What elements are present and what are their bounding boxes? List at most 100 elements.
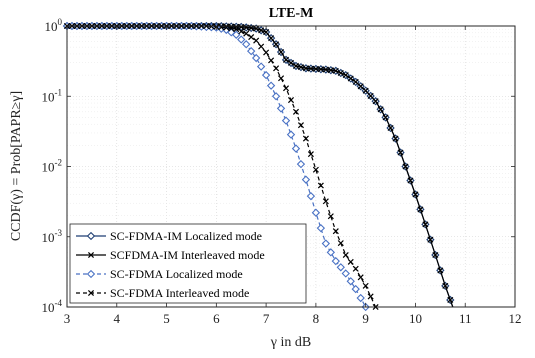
data-point-x [317,182,324,189]
data-point-x [263,49,270,56]
x-tick-label: 9 [362,311,369,326]
data-point-diamond [351,284,360,294]
data-point-x [258,43,265,50]
y-tick-label: 10-2 [42,158,63,175]
data-point-diamond [86,269,96,279]
data-point-diamond [316,223,326,233]
data-point-x [387,124,394,131]
data-point-diamond [276,104,286,113]
data-point-x [243,30,250,37]
data-point-x [427,236,434,243]
data-point-diamond [251,53,261,63]
data-point-diamond [356,293,365,303]
data-point-x [218,24,225,31]
data-point-x [332,228,339,235]
chart-title: LTE-M [269,6,314,21]
y-tick-label: 10-4 [42,298,63,315]
data-point-diamond [237,35,246,44]
data-point-x [263,29,270,36]
data-point-x [397,149,404,156]
data-point-diamond [311,208,321,217]
data-point-x [352,78,359,85]
data-point-x [268,35,275,42]
data-point-x [278,75,285,82]
data-point-x [372,98,379,105]
data-point-x [87,251,95,259]
legend-label: SC-FDMA Localized mode [110,267,243,281]
data-point-x [347,258,354,265]
data-point-x [362,282,369,289]
x-tick-label: 3 [64,311,71,326]
data-point-diamond [341,269,350,278]
data-point-diamond [261,70,271,80]
data-point-x [322,66,329,73]
data-point-x [307,65,314,72]
data-point-x [282,85,290,92]
data-point-x [292,62,300,69]
x-tick-label: 4 [114,311,121,326]
data-point-diamond [247,46,256,56]
data-point-diamond [321,239,331,248]
data-point-x [417,206,424,213]
data-point-x [407,177,414,184]
y-tick-label: 100 [45,17,63,34]
data-point-x [322,198,329,205]
data-point-x [287,59,295,66]
data-point-x [297,122,304,129]
data-point-x [233,23,240,30]
data-point-x [307,151,314,158]
data-point-x [312,65,319,72]
data-point-x [442,282,449,289]
x-tick-label: 5 [163,311,170,326]
x-axis-label: γ in dB [270,335,311,350]
data-point-diamond [281,116,291,125]
data-point-x [248,34,255,41]
data-point-x [327,67,334,74]
data-point-x [327,213,334,220]
data-point-x [402,163,409,170]
data-point-x [347,75,354,82]
data-point-diamond [86,231,96,241]
x-tick-label: 8 [313,311,320,326]
legend: SC-FDMA-IM Localized mode SCFDMA-IM Inter… [69,223,307,304]
y-tick-labels: 100 10-1 10-2 10-3 10-4 [42,17,515,315]
y-tick-label: 10-1 [42,87,63,104]
x-tick-labels: 3 4 5 6 7 8 9 10 11 12 [64,26,522,326]
data-point-diamond [256,62,266,71]
x-tick-label: 7 [263,311,270,326]
legend-label: SCFDMA-IM Interleaved mode [110,248,265,262]
legend-label: SC-FDMA Interleaved mode [110,286,249,300]
legend-label: SC-FDMA-IM Localized mode [110,229,262,243]
data-point-x [392,135,399,142]
data-point-diamond [266,81,276,90]
data-point-x [332,67,339,74]
data-point-x [342,251,349,259]
data-point-diamond [286,130,296,139]
data-point-x [342,72,349,79]
data-point-x [377,106,384,113]
data-point-diamond [346,277,355,286]
y-tick-label: 10-3 [42,228,63,245]
data-point-x [447,296,454,303]
data-point-x [238,28,245,35]
data-point-x [287,97,295,104]
data-point-x [233,26,240,33]
data-point-x [317,66,324,73]
y-axis-label: CCDF(γ) = Prob[PAPR≥γ] [9,91,24,241]
data-point-x [412,191,419,198]
data-point-x [367,293,374,300]
data-point-diamond [301,175,311,184]
data-point-x [337,69,344,76]
data-point-x [253,25,260,32]
data-point-diamond [271,92,281,101]
x-tick-label: 10 [409,311,422,326]
data-point-x [292,108,300,115]
data-point-x [362,87,369,94]
data-point-x [238,23,245,30]
data-point-x [312,166,319,173]
data-point-diamond [222,25,231,35]
legend-box [69,223,307,304]
data-point-x [253,37,260,44]
data-point-diamond [326,248,335,257]
